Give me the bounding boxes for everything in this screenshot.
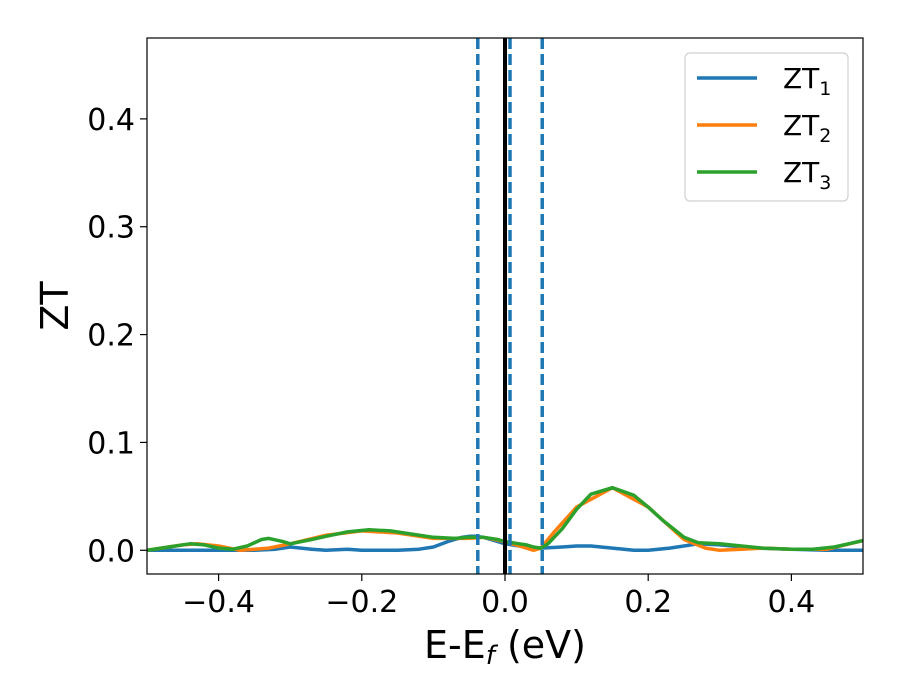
legend-box <box>684 52 849 202</box>
x-axis-label-main: E-E <box>424 623 486 667</box>
x-axis-label-unit: (eV) <box>495 623 586 667</box>
x-tick-label: 0.0 <box>481 585 529 620</box>
legend-label-zt2: ZT2 <box>783 109 831 147</box>
legend-label-zt3: ZT3 <box>783 156 831 194</box>
y-tick-label: 0.1 <box>87 426 135 461</box>
legend: ZT1 ZT2 ZT3 <box>684 52 849 202</box>
legend-label-zt1: ZT1 <box>783 62 831 100</box>
y-axis-ticks: 0.0 0.1 0.2 0.3 0.4 <box>87 103 147 569</box>
y-tick-label: 0.4 <box>87 103 135 138</box>
plot-frame <box>146 37 864 575</box>
x-tick-label: 0.4 <box>768 585 816 620</box>
series-line-zt3 <box>147 485 863 553</box>
y-tick-label: 0.2 <box>87 319 135 354</box>
y-axis-label: ZT <box>33 281 77 331</box>
x-axis-label: E-Ef (eV) <box>424 623 586 671</box>
x-tick-label: −0.4 <box>182 585 255 620</box>
y-tick-label: 0.3 <box>87 211 135 246</box>
x-tick-label: 0.2 <box>624 585 672 620</box>
x-tick-label: −0.2 <box>325 585 398 620</box>
plot-area <box>147 38 863 574</box>
x-axis-ticks: −0.4 −0.2 0.0 0.2 0.4 <box>182 574 815 620</box>
y-tick-label: 0.0 <box>87 534 135 569</box>
